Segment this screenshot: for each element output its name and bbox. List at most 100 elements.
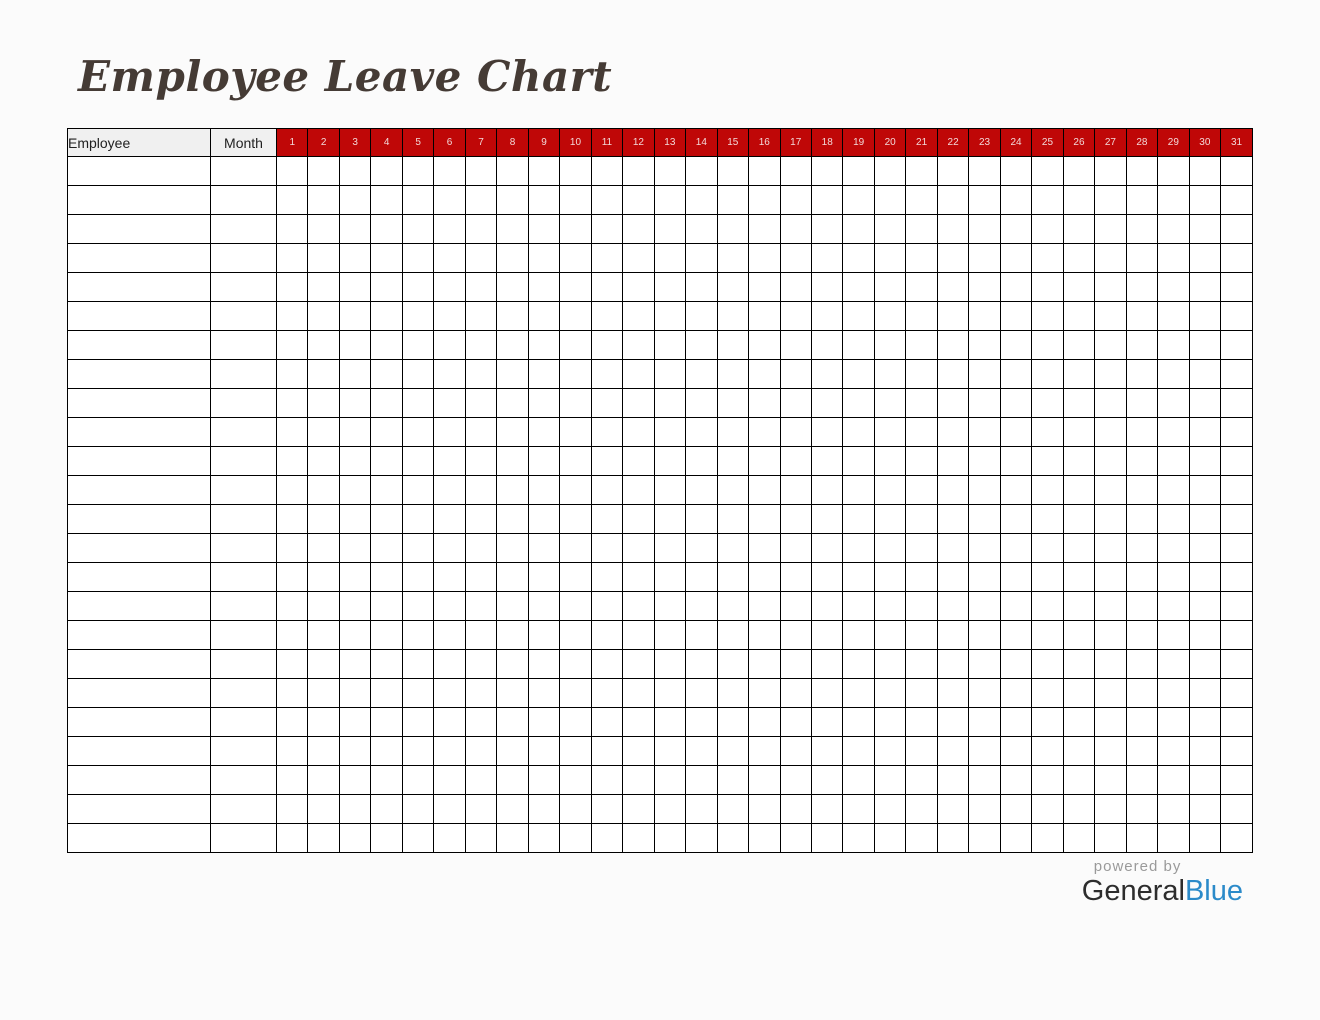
day-cell xyxy=(748,243,781,273)
day-cell xyxy=(936,562,970,592)
day-cell xyxy=(559,765,592,795)
day-cell xyxy=(433,736,466,766)
day-cell xyxy=(307,533,340,563)
day-cell xyxy=(779,562,812,592)
employee-cell xyxy=(67,533,211,563)
day-cell xyxy=(685,272,718,302)
day-cell xyxy=(496,591,529,621)
day-cell xyxy=(905,301,938,331)
day-cell xyxy=(653,156,687,186)
day-cell xyxy=(464,620,498,650)
day-cell xyxy=(433,562,466,592)
month-cell xyxy=(210,533,277,563)
day-cell xyxy=(622,707,655,737)
day-cell xyxy=(748,417,781,447)
day-cell xyxy=(307,272,340,302)
day-cell xyxy=(590,765,624,795)
day-cell xyxy=(1125,330,1159,360)
day-cell xyxy=(1157,707,1190,737)
day-cell xyxy=(810,446,844,476)
day-cell xyxy=(590,417,624,447)
day-cell xyxy=(748,765,781,795)
day-cell xyxy=(1157,272,1190,302)
day-cell xyxy=(716,330,750,360)
day-cell xyxy=(968,562,1001,592)
day-cell xyxy=(590,156,624,186)
day-cell xyxy=(275,765,309,795)
day-cell xyxy=(685,707,718,737)
day-cell xyxy=(653,591,687,621)
day-cell xyxy=(999,707,1033,737)
day-cell xyxy=(338,156,372,186)
day-cell xyxy=(1125,388,1159,418)
day-cell xyxy=(559,707,592,737)
employee-cell xyxy=(67,678,211,708)
month-cell xyxy=(210,707,277,737)
day-cell xyxy=(1094,504,1127,534)
day-column-header: 12 xyxy=(622,128,655,157)
day-cell xyxy=(527,446,561,476)
day-cell xyxy=(307,736,340,766)
day-cell xyxy=(905,562,938,592)
table-row xyxy=(67,504,1253,534)
day-cell xyxy=(1157,330,1190,360)
day-cell xyxy=(1031,359,1064,389)
day-cell xyxy=(968,533,1001,563)
day-cell xyxy=(1031,272,1064,302)
day-cell xyxy=(527,243,561,273)
day-cell xyxy=(936,243,970,273)
day-cell xyxy=(685,765,718,795)
day-cell xyxy=(590,301,624,331)
day-cell xyxy=(716,272,750,302)
day-cell xyxy=(1157,417,1190,447)
day-cell xyxy=(810,417,844,447)
day-cell xyxy=(873,243,907,273)
day-cell xyxy=(905,214,938,244)
day-cell xyxy=(401,359,435,389)
day-cell xyxy=(1031,301,1064,331)
day-cell xyxy=(1157,736,1190,766)
day-cell xyxy=(716,359,750,389)
day-cell xyxy=(779,330,812,360)
day-cell xyxy=(275,243,309,273)
day-cell xyxy=(433,243,466,273)
day-cell xyxy=(1157,562,1190,592)
day-cell xyxy=(1188,272,1222,302)
day-cell xyxy=(779,823,812,853)
day-cell xyxy=(1031,243,1064,273)
day-cell xyxy=(1188,649,1222,679)
employee-cell xyxy=(67,504,211,534)
day-cell xyxy=(275,823,309,853)
table-row xyxy=(67,417,1253,447)
day-cell xyxy=(275,330,309,360)
day-cell xyxy=(1125,707,1159,737)
day-cell xyxy=(873,562,907,592)
day-cell xyxy=(873,649,907,679)
day-cell xyxy=(1094,359,1127,389)
day-cell xyxy=(433,359,466,389)
day-cell xyxy=(622,330,655,360)
day-cell xyxy=(370,823,403,853)
day-cell xyxy=(653,301,687,331)
day-cell xyxy=(936,736,970,766)
day-cell xyxy=(1188,301,1222,331)
day-cell xyxy=(1220,185,1253,215)
day-cell xyxy=(590,185,624,215)
day-cell xyxy=(464,794,498,824)
day-cell xyxy=(433,707,466,737)
day-cell xyxy=(779,475,812,505)
day-cell xyxy=(1094,562,1127,592)
employee-cell xyxy=(67,446,211,476)
table-row xyxy=(67,620,1253,650)
day-cell xyxy=(936,591,970,621)
day-cell xyxy=(433,504,466,534)
day-cell xyxy=(401,243,435,273)
day-cell xyxy=(275,707,309,737)
day-cell xyxy=(748,649,781,679)
day-column-header: 18 xyxy=(810,128,844,157)
day-cell xyxy=(653,823,687,853)
day-cell xyxy=(464,736,498,766)
day-cell xyxy=(433,417,466,447)
day-cell xyxy=(779,678,812,708)
day-cell xyxy=(779,156,812,186)
